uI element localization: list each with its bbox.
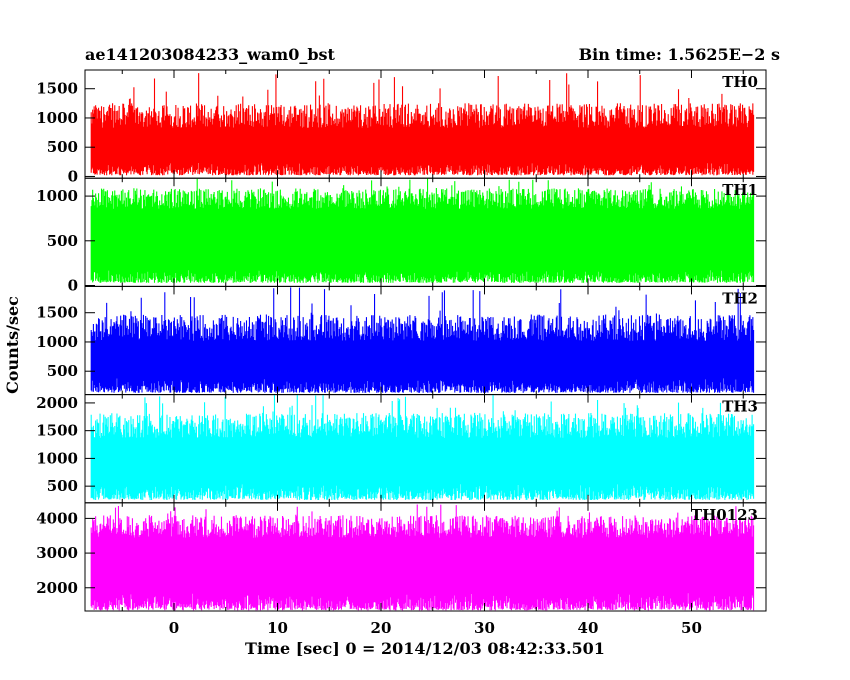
y-tick-label: 1000: [36, 187, 78, 205]
x-tick-label: 50: [681, 619, 702, 637]
x-tick-label: 30: [474, 619, 495, 637]
y-tick-label: 500: [47, 362, 78, 380]
y-tick-label: 3000: [36, 544, 78, 562]
panel-th0123: 2000 3000 4000 TH0123: [36, 502, 767, 612]
panel-label-th1: TH1: [722, 181, 758, 199]
panel-label-th2: TH2: [722, 289, 758, 307]
panel-th3: 500 1000 1500 2000 TH3: [36, 394, 767, 504]
panel-th0: 0 500 1000 1500 TH0: [36, 69, 767, 185]
x-tick-label: 0: [169, 619, 179, 637]
y-tick-label: 0: [68, 167, 78, 185]
x-tick-label: 10: [267, 619, 288, 637]
series-th0: [90, 73, 755, 176]
panel-label-th3: TH3: [722, 398, 758, 416]
y-tick-label: 500: [47, 232, 78, 250]
panel-label-th0123: TH0123: [691, 506, 758, 524]
panel-frame: [84, 502, 767, 612]
y-tick-label: 2000: [36, 579, 78, 597]
x-axis-title: Time [sec] 0 = 2014/12/03 08:42:33.501: [245, 639, 605, 658]
y-tick-label: 1500: [36, 422, 78, 440]
y-tick-label: 500: [47, 477, 78, 495]
x-tick-label: 20: [371, 619, 392, 637]
y-tick-label: 1500: [36, 80, 78, 98]
y-tick-label: 500: [47, 138, 78, 156]
x-tick-label: 40: [578, 619, 599, 637]
y-tick-label: 1000: [36, 449, 78, 467]
y-tick-label: 1000: [36, 109, 78, 127]
series-th0123: [90, 504, 755, 611]
y-tick-label: 2000: [36, 394, 78, 412]
panel-label-th0: TH0: [722, 73, 758, 91]
y-tick-label: 1500: [36, 304, 78, 322]
panel-th1: 0 500 1000 TH1: [36, 177, 767, 295]
y-tick-label: 0: [68, 277, 78, 295]
bin-time-label: Bin time: 1.5625E−2 s: [579, 45, 780, 64]
y-tick-label: 1000: [36, 333, 78, 351]
y-tick-label: 4000: [36, 509, 78, 527]
series-th1: [90, 178, 755, 283]
y-axis-title: Counts/sec: [3, 296, 22, 394]
chart-title: ae141203084233_wam0_bst: [85, 45, 336, 64]
series-th3: [90, 394, 755, 500]
series-th2: [90, 287, 755, 393]
panel-th2: 500 1000 1500 TH2: [36, 285, 767, 396]
